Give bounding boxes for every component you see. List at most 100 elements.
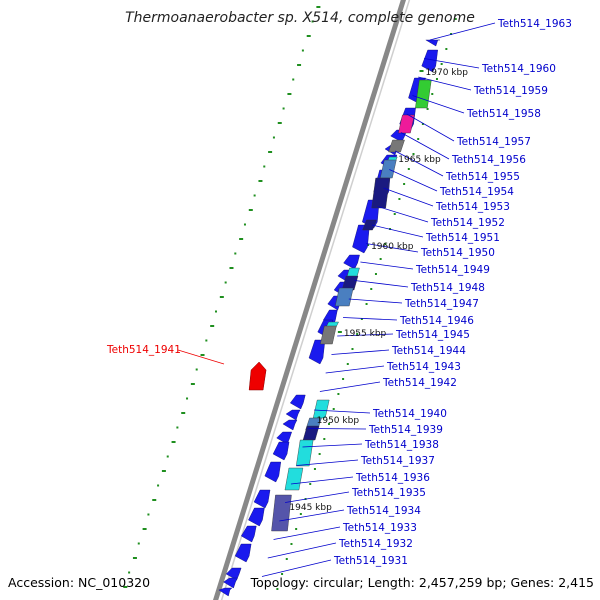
gene-label-right: Teth514_1958 (466, 108, 541, 120)
tick-mark (290, 543, 293, 545)
tick-mark (440, 63, 443, 65)
tick-mark (229, 267, 234, 269)
tick-mark (181, 412, 186, 414)
tick-mark (176, 426, 179, 429)
cds-gene (218, 587, 233, 597)
gene-label-right: Teth514_1945 (395, 329, 470, 341)
leader-line (389, 169, 438, 192)
leader-line-1941 (177, 349, 225, 365)
tick-mark (311, 20, 314, 23)
cds-gene (223, 577, 238, 589)
tick-mark (346, 363, 349, 365)
leader-line (319, 381, 381, 392)
tick-mark (297, 64, 302, 66)
leader-line (424, 58, 480, 69)
tick-mark (393, 213, 396, 215)
tick-mark (450, 33, 453, 35)
tick-mark (166, 455, 169, 458)
leader-line (406, 113, 455, 142)
gene-1954-block (371, 177, 390, 209)
kbp-label: 1965 kbp (398, 155, 441, 165)
tick-mark (161, 470, 166, 472)
tick-mark (248, 209, 253, 211)
tick-mark (234, 252, 237, 255)
gene-label-right: Teth514_1936 (355, 472, 430, 484)
cds-gene (343, 254, 360, 270)
backbone-layer (213, 0, 411, 600)
tick-mark (292, 78, 295, 81)
cds-gene (272, 441, 290, 461)
leader-line (383, 187, 434, 207)
genome-summary-text: Topology: circular; Length: 2,457,259 bp… (250, 575, 594, 590)
gene-label-right: Teth514_1947 (404, 298, 479, 310)
gene-label-right: Teth514_1957 (456, 136, 531, 148)
leader-line (337, 333, 394, 337)
leader-line (302, 443, 363, 448)
tick-mark (445, 48, 448, 50)
tick-mark (287, 93, 292, 95)
tick-mark (431, 93, 434, 95)
tick-mark (157, 484, 160, 487)
gene-label-right: Teth514_1950 (420, 247, 495, 259)
gene-label-right: Teth514_1963 (497, 18, 572, 30)
gene-1938-block (302, 425, 320, 441)
gene-label-right: Teth514_1954 (439, 186, 514, 198)
tick-mark (379, 258, 382, 260)
leader-line (366, 243, 419, 253)
leader-line (314, 409, 371, 414)
cds-gene (289, 394, 306, 410)
gene-label-right: Teth514_1948 (410, 282, 485, 294)
tick-mark (195, 368, 198, 371)
gene-label-right: Teth514_1933 (342, 522, 417, 534)
tick-mark (282, 107, 285, 110)
gene-layer (218, 39, 440, 597)
gene-label-right: Teth514_1960 (481, 63, 556, 75)
gene-label-1941: Teth514_1941 (106, 344, 181, 356)
tick-mark (258, 180, 263, 182)
kbp-tick (337, 331, 342, 333)
tick-mark (123, 586, 128, 588)
leader-line (394, 150, 444, 177)
gene-label-right: Teth514_1934 (346, 505, 421, 517)
tick-mark (328, 423, 331, 425)
tick-mark (276, 588, 279, 590)
tick-mark (210, 325, 215, 327)
backbone-highlight (220, 0, 411, 600)
gene-1947-block (335, 287, 354, 307)
leader-line (273, 526, 341, 540)
gene-1936-block (284, 467, 304, 491)
leader-line (285, 491, 350, 503)
tick-mark (426, 108, 429, 110)
cds-gene (285, 409, 301, 421)
tick-mark (365, 303, 368, 305)
backbone-line (213, 0, 406, 600)
leader-line (348, 298, 403, 304)
gene-1955-block (380, 159, 397, 179)
gene-label-right: Teth514_1953 (435, 201, 510, 213)
tick-mark (263, 165, 266, 168)
tick-mark (412, 153, 415, 155)
tick-mark (301, 49, 304, 52)
gene-1948-block (341, 275, 359, 291)
tick-mark (243, 223, 246, 226)
cds-gene (282, 419, 298, 431)
gene-1940-block (312, 399, 330, 419)
tick-mark (360, 318, 363, 320)
tick-mark (323, 438, 326, 440)
tick-mark (421, 123, 424, 125)
gene-label-right: Teth514_1955 (445, 171, 520, 183)
tick-mark (295, 528, 298, 530)
kbp-label: 1970 kbp (426, 68, 469, 78)
leader-line (412, 95, 465, 114)
tick-mark (272, 136, 275, 139)
cds-gene (248, 507, 265, 527)
tick-mark (374, 273, 377, 275)
gene-1959-block (415, 79, 432, 109)
gene-1957-block (388, 139, 405, 153)
leader-line (377, 206, 429, 223)
tick-mark (277, 122, 282, 124)
gene-1934-block (271, 494, 292, 532)
tick-mark (171, 441, 176, 443)
tick-mark (332, 408, 335, 410)
